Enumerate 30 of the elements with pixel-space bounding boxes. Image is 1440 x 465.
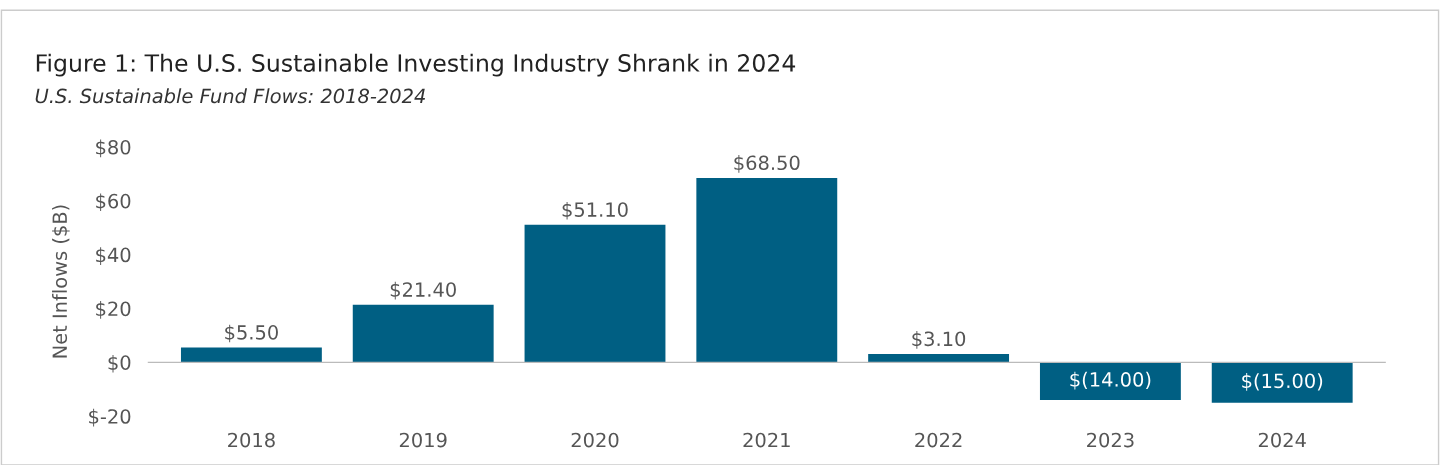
bar [1039, 362, 1181, 401]
x-tick-label: 2021 [743, 432, 790, 448]
data-label: $21.40 [390, 281, 456, 300]
x-tick-label: 2018 [228, 432, 275, 448]
data-label: $51.10 [562, 201, 628, 220]
data-label: $(14.00) [1070, 371, 1151, 390]
chart-subtitle: U.S. Sustainable Fund Flows: 2018-2024 [35, 88, 425, 104]
bar [524, 224, 666, 363]
bar [352, 304, 494, 363]
y-tick-label: $60 [96, 193, 131, 212]
x-tick-label: 2023 [1087, 432, 1134, 448]
x-tick-label: 2022 [915, 432, 962, 448]
data-label: $3.10 [912, 331, 966, 349]
x-tick-label: 2019 [399, 432, 447, 448]
chart-title: Figure 1: The U.S. Sustainable Investing Industry Shrank in 2024 [36, 53, 796, 77]
bar [868, 353, 1010, 363]
data-label: $5.50 [225, 324, 278, 343]
y-tick-label: $-20 [89, 408, 131, 427]
y-axis-title: Net Inflows ($B) [52, 205, 70, 358]
y-tick-label: $20 [96, 301, 131, 319]
x-tick-label: 2020 [571, 432, 619, 448]
bar [180, 347, 322, 363]
y-tick-label: $0 [108, 354, 131, 373]
data-label: $(15.00) [1242, 373, 1323, 391]
x-tick-label: 2024 [1258, 432, 1306, 448]
y-tick-label: $80 [96, 139, 131, 158]
y-tick-label: $40 [96, 247, 131, 265]
bar [1211, 362, 1353, 403]
bar [696, 177, 838, 363]
data-label: $68.50 [734, 155, 800, 173]
